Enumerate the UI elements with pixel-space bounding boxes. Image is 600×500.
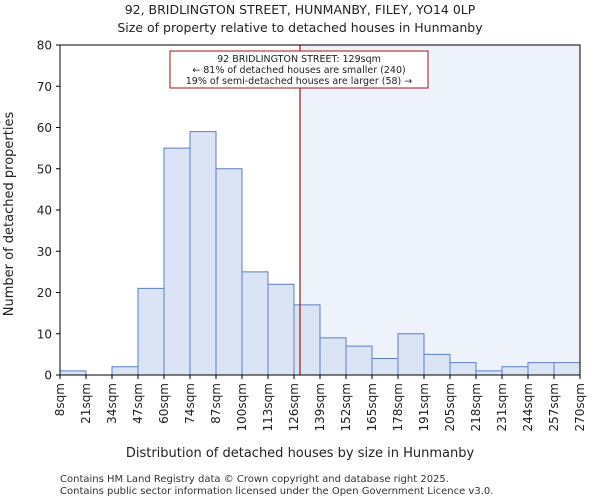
plot-area: 0 10 20 30 40 50 60 70 80 8sqm 21sqm 34sqm 47sqm 60sq… [37,39,587,432]
x-tick-label: 165sqm [365,383,379,431]
y-tick-label: 70 [37,80,52,94]
x-axis-label: Distribution of detached houses by size … [126,446,475,461]
chart-subtitle: Size of property relative to detached ho… [117,20,483,35]
bar [553,362,581,376]
x-tick-label: 191sqm [417,383,431,431]
bar [293,304,321,376]
bar [163,147,191,376]
bar [397,333,425,376]
bar [59,370,87,376]
x-tick-label: 244sqm [521,383,535,431]
bar [189,131,217,376]
x-tick-label: 87sqm [209,383,223,424]
x-tick-label: 34sqm [105,383,119,424]
y-tick-label: 30 [37,245,52,259]
y-tick-label: 0 [44,369,52,383]
bar [267,283,295,376]
bar [371,358,399,376]
x-tick-label: 60sqm [157,383,171,424]
x-tick-label: 178sqm [391,383,405,431]
bar [241,271,269,376]
y-tick-label: 60 [37,121,52,135]
x-tick-label: 21sqm [79,383,93,424]
annotation-box [169,50,429,89]
x-tick-label: 126sqm [287,383,301,431]
x-tick-label: 205sqm [443,383,457,431]
x-tick-label: 270sqm [573,383,587,431]
y-tick-label: 80 [37,39,52,53]
x-tick-label: 152sqm [339,383,353,431]
annotation-line-1: 92 BRIDLINGTON STREET: 129sqm [217,54,381,65]
footer-line-1: Contains HM Land Registry data © Crown c… [60,474,449,485]
x-tick-label: 218sqm [469,383,483,431]
x-tick-label: 100sqm [235,383,249,431]
y-tick-label: 20 [37,286,52,300]
bar [527,362,555,376]
bar [345,345,373,376]
y-tick-label: 50 [37,162,52,176]
annotation-line-2: ← 81% of detached houses are smaller (24… [192,65,405,76]
x-tick-label: 74sqm [183,383,197,424]
bar [475,370,503,376]
footer-line-2: Contains public sector information licen… [60,486,493,497]
chart-title: 92, BRIDLINGTON STREET, HUNMANBY, FILEY,… [125,2,476,17]
x-tick-label: 47sqm [131,383,145,424]
y-tick-label: 10 [37,327,52,341]
bar [501,366,529,376]
bar [215,168,243,376]
y-axis-label: Number of detached properties [2,112,17,317]
bar [449,362,477,376]
bar [111,366,139,376]
larger-region-shade [299,45,580,375]
x-tick-label: 113sqm [261,383,275,431]
bar [319,337,347,376]
y-tick-label: 40 [37,204,52,218]
x-tick-label: 257sqm [547,383,561,431]
annotation-line-3: 19% of semi-detached houses are larger (… [186,76,413,87]
x-tick-label: 8sqm [53,383,67,416]
bar [423,353,451,376]
x-tick-label: 231sqm [495,383,509,431]
x-tick-label: 139sqm [313,383,327,431]
bar [137,287,165,376]
